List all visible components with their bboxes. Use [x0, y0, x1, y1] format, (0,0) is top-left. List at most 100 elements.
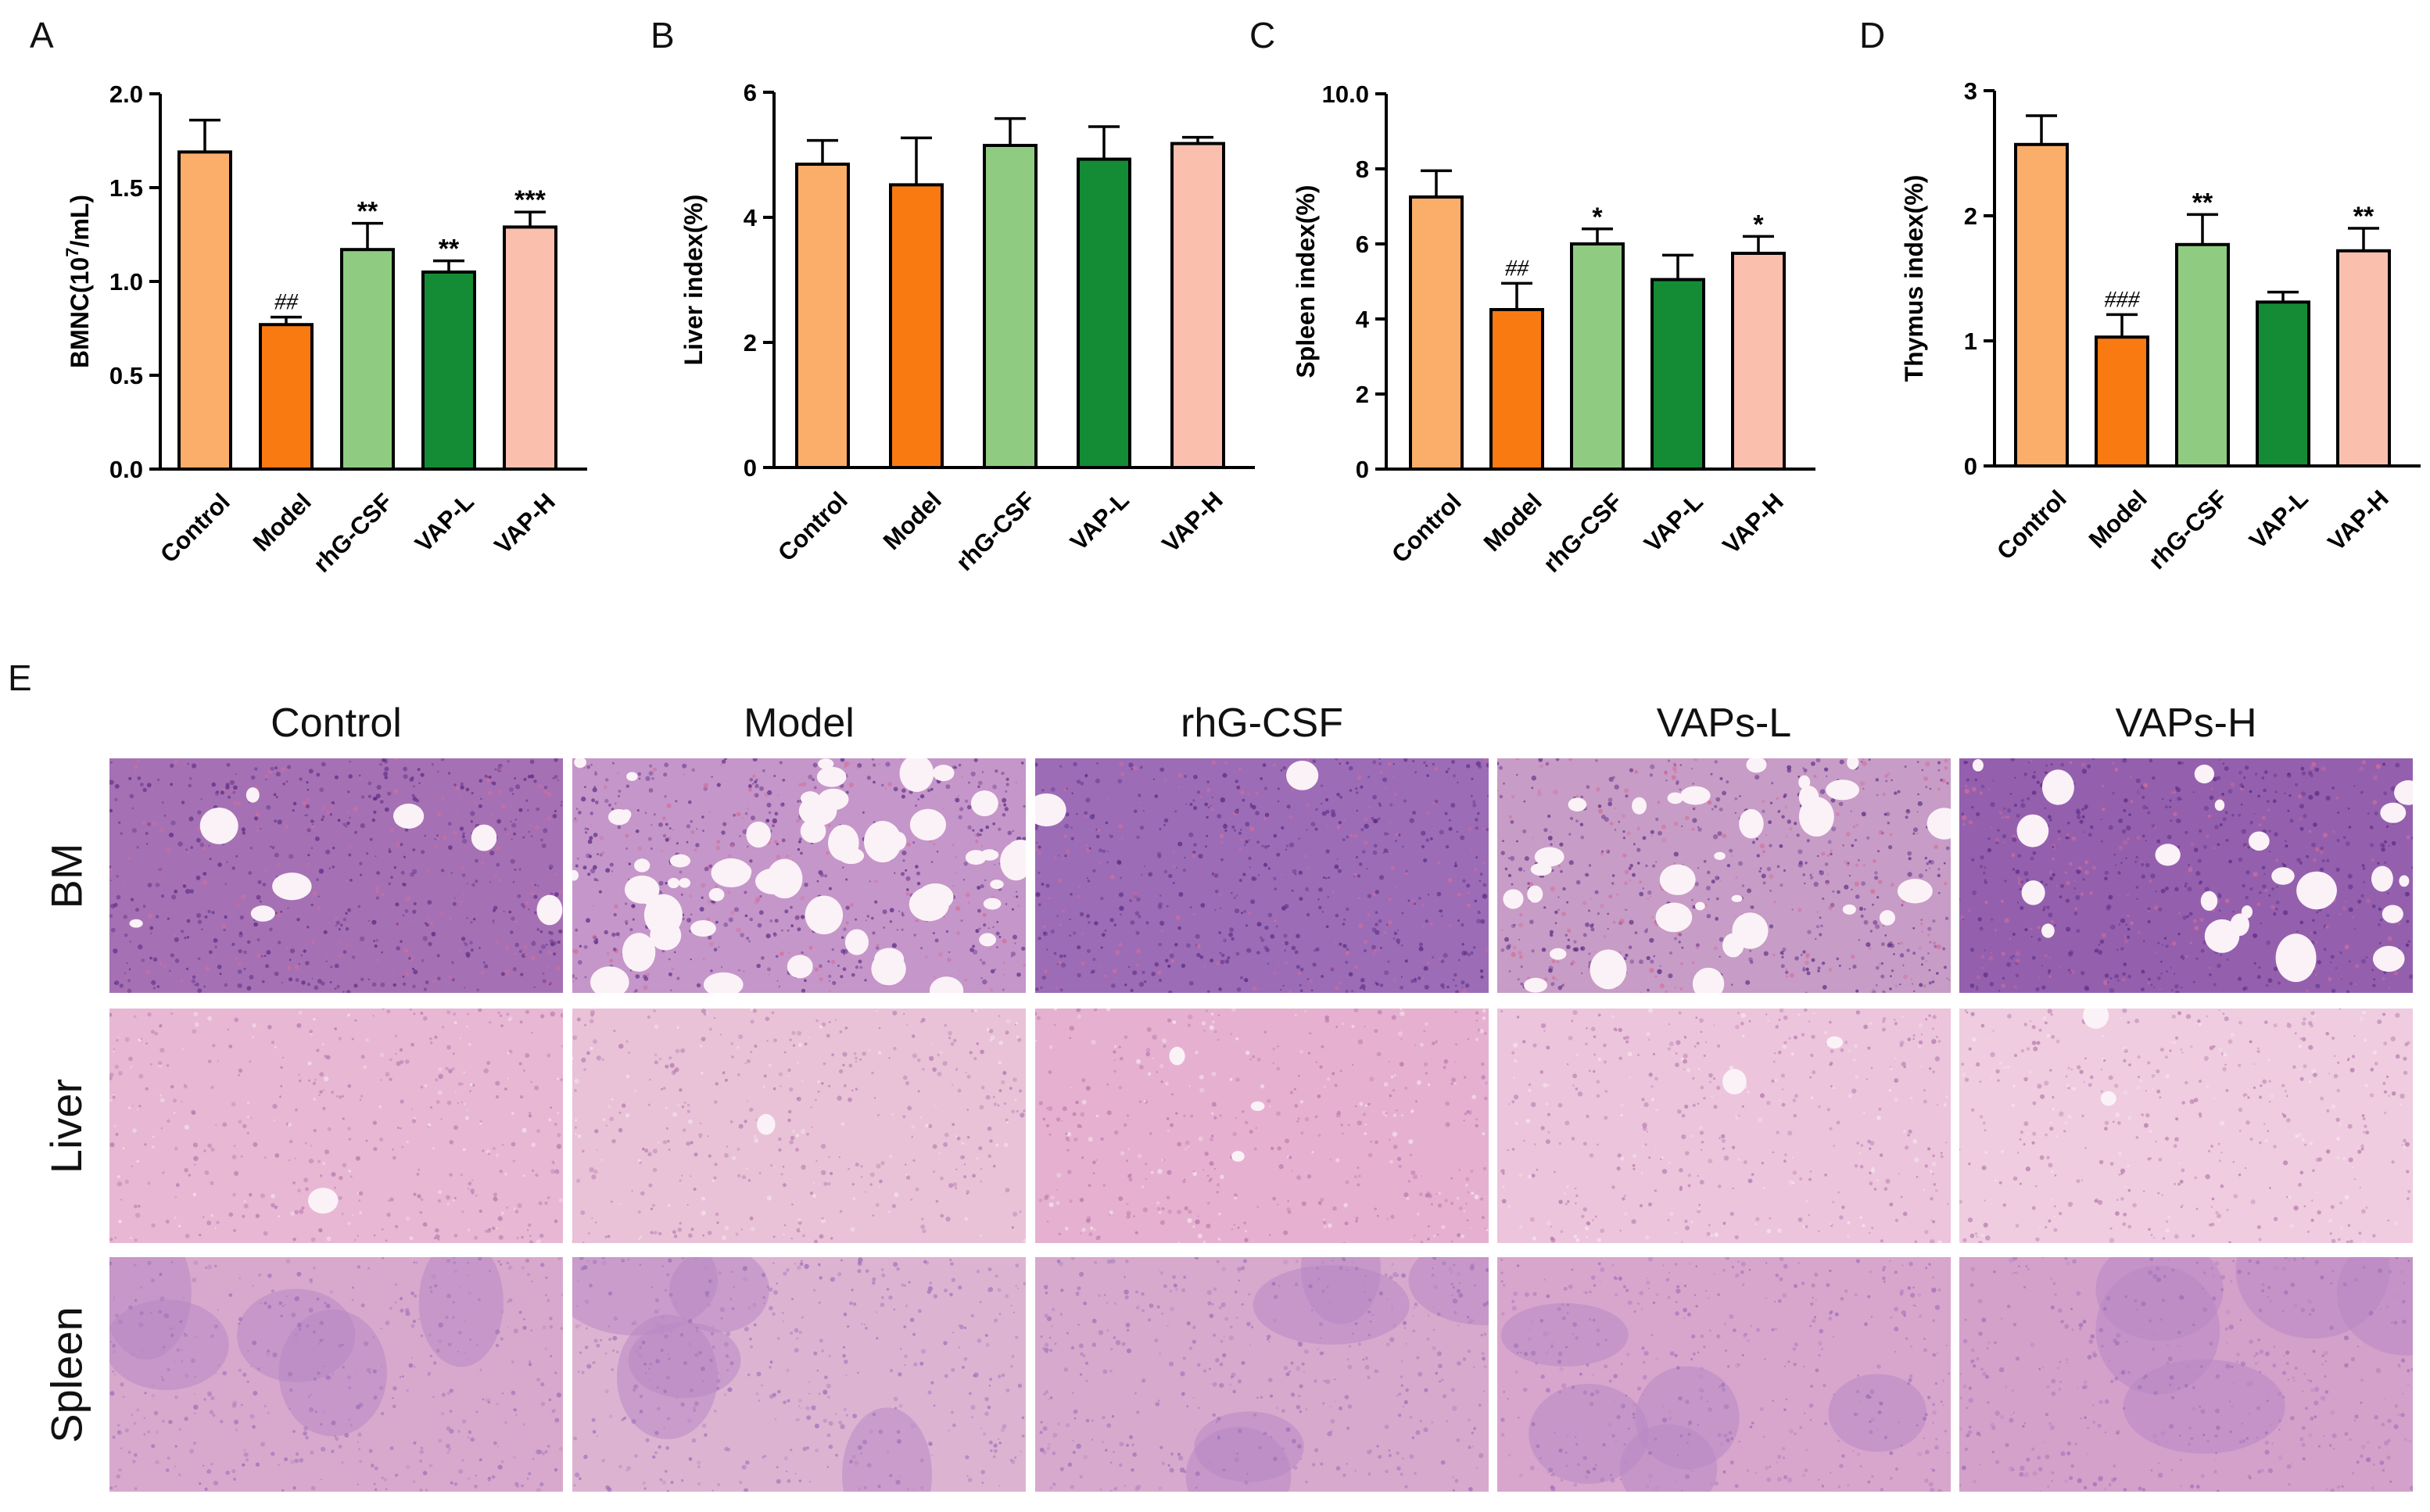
y-tick-label: 0.5 [109, 362, 143, 389]
hist-row-label-liver: Liver [39, 1009, 94, 1243]
hist-row-label-bm: BM [39, 758, 94, 993]
bar-model [2095, 335, 2149, 468]
category-label: rhG-CSF [2143, 485, 2233, 575]
category-label: VAP-H [2322, 485, 2393, 556]
histology-image-liver-control [109, 1009, 563, 1243]
bar-vap-l [2256, 300, 2310, 468]
bar-vap-h [1170, 142, 1225, 469]
chart-panel-c: 0 2 4 6 8 10.0 Spleen index(%) Control ## Model * r… [1292, 81, 1815, 578]
bar-rhg-csf [1570, 242, 1625, 471]
category-label: Control [772, 486, 853, 567]
significance-label: ** [2353, 202, 2374, 231]
category-label: Model [1478, 488, 1547, 557]
bar-control [177, 150, 232, 471]
y-axis-label: BMNC(107/mL) [63, 195, 94, 368]
category-label: rhG-CSF [951, 486, 1041, 576]
histology-image-liver-rhgcsf [1035, 1009, 1489, 1243]
y-axis-label: Liver index(%) [679, 195, 708, 366]
histology-image-liver-vaps-l [1497, 1009, 1951, 1243]
panel-letter-c: C [1249, 15, 1276, 56]
hist-row-label-spleen-text: Spleen [41, 1306, 91, 1443]
significance-label: ** [439, 235, 460, 264]
y-tick-label: 2.0 [109, 81, 143, 108]
histology-image-liver-vaps-h [1959, 1009, 2413, 1243]
histology-image-spleen-model [572, 1257, 1026, 1492]
y-tick-label: 0.0 [109, 456, 143, 483]
category-label: Model [248, 488, 317, 557]
y-tick-label: 1.0 [109, 268, 143, 296]
histology-image-bm-model [572, 758, 1026, 993]
histology-image-spleen-control [109, 1257, 563, 1492]
panel-letter-b: B [651, 15, 675, 56]
y-tick-label: 2 [744, 329, 757, 357]
category-label: VAP-L [1639, 488, 1708, 557]
category-label: Model [2084, 485, 2152, 554]
hist-col-title-model: Model [744, 700, 855, 746]
y-tick-label: 0 [744, 454, 757, 482]
y-tick-label: 8 [1356, 156, 1369, 183]
significance-label: ** [2192, 188, 2213, 217]
significance-label: ## [274, 289, 299, 315]
y-tick-label: 4 [1356, 306, 1370, 333]
y-tick-label: 10.0 [1322, 81, 1369, 108]
category-label: Model [878, 486, 947, 555]
histology-image-spleen-vaps-h [1959, 1257, 2413, 1492]
hist-row-label-liver-text: Liver [41, 1078, 91, 1173]
hist-row-label-spleen: Spleen [39, 1257, 94, 1492]
category-label: rhG-CSF [1538, 488, 1628, 578]
significance-label: ### [2105, 286, 2141, 312]
y-axis-label: Spleen index(%) [1292, 185, 1320, 378]
chart-panel-d: 0 1 2 3 Thymus index(%) Control ### Model ** rhG-… [1900, 77, 2421, 575]
y-axis-label: Thymus index(%) [1900, 175, 1928, 382]
bar-vap-l [1650, 278, 1705, 471]
y-tick-label: 0 [1964, 453, 1977, 480]
category-label: VAP-L [410, 488, 479, 557]
y-tick-label: 1 [1964, 328, 1977, 355]
bar-control [795, 163, 850, 469]
bar-vap-l [1077, 157, 1131, 469]
bar-model [1489, 308, 1544, 471]
bar-vap-h [503, 225, 557, 471]
bar-vap-h [2336, 249, 2391, 468]
bar-control [2014, 142, 2069, 468]
y-tick-label: 6 [1356, 231, 1369, 258]
category-label: VAP-H [1717, 488, 1788, 559]
hist-col-title-control: Control [271, 700, 402, 746]
category-label: VAP-L [1065, 486, 1134, 556]
significance-label: * [1753, 210, 1764, 239]
panel-letter-e: E [8, 657, 32, 698]
significance-label: ** [357, 197, 378, 227]
histology-image-liver-model [572, 1009, 1026, 1243]
y-tick-label: 3 [1964, 77, 1977, 105]
histology-image-spleen-rhgcsf [1035, 1257, 1489, 1492]
significance-label: * [1592, 202, 1603, 232]
bar-rhg-csf [2175, 242, 2230, 468]
bar-rhg-csf [340, 248, 395, 471]
y-tick-label: 4 [744, 204, 758, 231]
chart-panel-b: 0 2 4 6 Liver index(%) Control Model rhG-CSF VAP… [679, 79, 1255, 576]
bar-vap-h [1731, 252, 1786, 471]
histology-image-bm-vaps-l [1497, 758, 1951, 993]
histology-image-bm-vaps-h [1959, 758, 2413, 993]
y-tick-label: 0 [1356, 456, 1369, 483]
y-tick-label: 1.5 [109, 174, 143, 202]
y-tick-label: 2 [1964, 202, 1977, 230]
y-tick-label: 6 [744, 79, 757, 106]
histology-image-bm-rhgcsf [1035, 758, 1489, 993]
hist-col-title-vaps-l: VAPs-L [1656, 700, 1792, 746]
chart-panel-a: 0.0 0.5 1.0 1.5 2.0 BMNC(107/mL) Control ## Mode… [63, 81, 587, 578]
category-label: Control [155, 488, 235, 568]
bar-rhg-csf [983, 144, 1038, 469]
bar-model [889, 183, 944, 469]
hist-row-label-bm-text: BM [41, 843, 91, 908]
category-label: Control [1991, 485, 2072, 565]
hist-col-title-vaps-h: VAPs-H [2115, 700, 2257, 746]
significance-label: *** [514, 185, 546, 215]
bar-control [1409, 195, 1464, 471]
bar-model [259, 323, 314, 471]
panel-letter-d: D [1859, 15, 1886, 56]
charts-canvas: 0.0 0.5 1.0 1.5 2.0 BMNC(107/mL) Control ## Mode… [63, 77, 2421, 578]
category-label: VAP-L [2244, 485, 2314, 554]
histology-image-bm-control [109, 758, 563, 993]
